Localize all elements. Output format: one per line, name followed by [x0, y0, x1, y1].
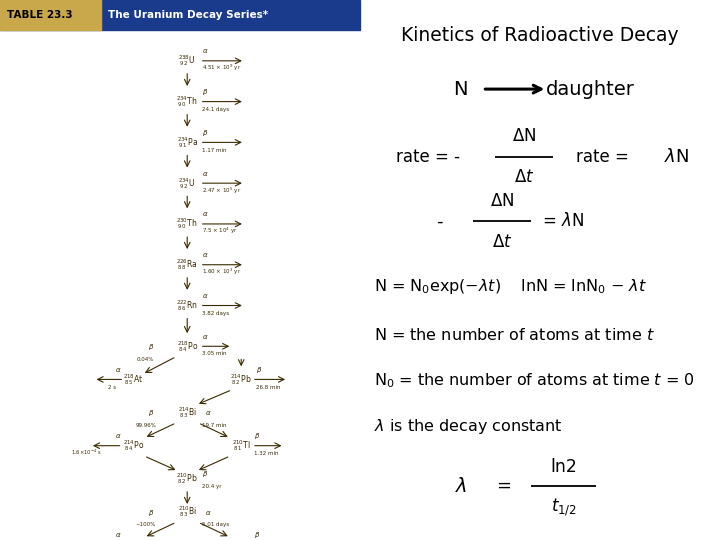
- Text: $\Delta$N: $\Delta$N: [512, 127, 536, 145]
- Text: 26.8 min: 26.8 min: [256, 384, 280, 389]
- Text: $^{218}_{\ 84}$Po: $^{218}_{\ 84}$Po: [176, 339, 198, 354]
- Text: 24.1 days: 24.1 days: [202, 107, 229, 112]
- Text: $\alpha$: $\alpha$: [202, 333, 208, 341]
- Text: $^{210}_{\ 81}$Tl: $^{210}_{\ 81}$Tl: [232, 438, 251, 453]
- Text: daughter: daughter: [546, 79, 635, 99]
- Text: $^{222}_{\ 86}$Rn: $^{222}_{\ 86}$Rn: [176, 298, 198, 313]
- Text: N = the number of atoms at time $t$: N = the number of atoms at time $t$: [374, 327, 655, 343]
- Text: $\alpha$: $\alpha$: [202, 210, 208, 218]
- Text: $\alpha$: $\alpha$: [202, 292, 208, 300]
- Text: $\alpha$: $\alpha$: [202, 47, 208, 55]
- Text: $\beta$: $\beta$: [256, 365, 262, 375]
- Text: $^{210}_{\ 82}$Pb: $^{210}_{\ 82}$Pb: [176, 471, 198, 487]
- Text: $\beta$: $\beta$: [253, 431, 260, 441]
- Text: 7.5 $\times$ 10$^4$ yr: 7.5 $\times$ 10$^4$ yr: [202, 226, 238, 237]
- Text: $^{238}_{\ 92}$U: $^{238}_{\ 92}$U: [179, 53, 196, 68]
- Text: rate = -: rate = -: [396, 147, 460, 166]
- Text: $\Delta t$: $\Delta t$: [492, 233, 513, 251]
- Text: $^{210}_{\ 84}$Po: $^{210}_{\ 84}$Po: [122, 538, 144, 540]
- Text: ln2: ln2: [550, 458, 577, 476]
- Text: 5.01 days: 5.01 days: [202, 522, 229, 527]
- Text: $\lambda$N: $\lambda$N: [665, 147, 689, 166]
- Text: $\beta$: $\beta$: [202, 87, 208, 97]
- Text: $^{210}_{\ 83}$Bi: $^{210}_{\ 83}$Bi: [178, 504, 197, 519]
- Text: -: -: [436, 212, 443, 231]
- Text: $\alpha$: $\alpha$: [115, 366, 122, 374]
- Text: 2.47 $\times$ 10$^5$ yr: 2.47 $\times$ 10$^5$ yr: [202, 185, 241, 195]
- Text: 99.96%: 99.96%: [135, 423, 156, 428]
- Text: $^{234}_{\ 92}$U: $^{234}_{\ 92}$U: [179, 176, 196, 191]
- Text: $\lambda$: $\lambda$: [454, 476, 467, 496]
- Text: $\beta$: $\beta$: [148, 342, 154, 352]
- Text: N$_0$ = the number of atoms at time $t$ = $0$: N$_0$ = the number of atoms at time $t$ …: [374, 372, 696, 390]
- Text: $\alpha$: $\alpha$: [115, 432, 122, 440]
- Text: $\beta$: $\beta$: [202, 128, 208, 138]
- Text: N = N$_0$exp($-\lambda t$)    lnN = lnN$_0$ $-$ $\lambda t$: N = N$_0$exp($-\lambda t$) lnN = lnN$_0$…: [374, 276, 647, 296]
- Text: $\lambda$ is the decay constant: $\lambda$ is the decay constant: [374, 417, 563, 436]
- Text: 3.82 days: 3.82 days: [202, 310, 229, 316]
- Text: $^{214}_{\ 84}$Po: $^{214}_{\ 84}$Po: [122, 438, 144, 453]
- Text: $\beta$: $\beta$: [148, 408, 154, 418]
- Text: rate =: rate =: [576, 147, 634, 166]
- Text: 1.17 min: 1.17 min: [202, 147, 226, 153]
- Bar: [0, 0, 101, 30]
- Text: 19.7 min: 19.7 min: [202, 423, 226, 428]
- Text: $\beta$: $\beta$: [253, 530, 260, 540]
- Text: $^{214}_{\ 82}$Pb: $^{214}_{\ 82}$Pb: [230, 372, 252, 387]
- Text: $^{206}_{\ 81}$Tl: $^{206}_{\ 81}$Tl: [232, 538, 251, 540]
- Text: 1.32 min: 1.32 min: [253, 451, 279, 456]
- Text: $\alpha$: $\alpha$: [205, 409, 212, 417]
- Text: $^{218}_{\ 85}$At: $^{218}_{\ 85}$At: [123, 372, 143, 387]
- Text: The Uranium Decay Series*: The Uranium Decay Series*: [108, 10, 268, 20]
- Text: $^{214}_{\ 83}$Bi: $^{214}_{\ 83}$Bi: [178, 405, 197, 420]
- Text: 1.60 $\times$ 10$^3$ yr: 1.60 $\times$ 10$^3$ yr: [202, 267, 241, 277]
- Text: $t_{1/2}$: $t_{1/2}$: [551, 497, 576, 518]
- Text: = $\lambda$N: = $\lambda$N: [541, 212, 584, 231]
- Text: =: =: [497, 477, 511, 495]
- Text: 1.6$\times$10$^{-4}$ s: 1.6$\times$10$^{-4}$ s: [71, 448, 102, 457]
- Text: $\beta$: $\beta$: [148, 508, 154, 517]
- Text: N: N: [454, 79, 468, 99]
- Text: $^{230}_{\ 90}$Th: $^{230}_{\ 90}$Th: [176, 217, 198, 232]
- Text: $\beta$: $\beta$: [202, 469, 208, 480]
- Text: 0.04%: 0.04%: [137, 356, 155, 362]
- Text: ~100%: ~100%: [135, 522, 156, 527]
- Text: Kinetics of Radioactive Decay: Kinetics of Radioactive Decay: [401, 25, 679, 45]
- Text: $^{226}_{\ 88}$Ra: $^{226}_{\ 88}$Ra: [176, 257, 198, 272]
- Text: $\alpha$: $\alpha$: [115, 531, 122, 539]
- Text: 20.4 yr: 20.4 yr: [202, 484, 221, 489]
- Text: $^{234}_{\ 91}$Pa: $^{234}_{\ 91}$Pa: [176, 135, 198, 150]
- Text: 2 s: 2 s: [108, 384, 116, 389]
- Text: $\alpha$: $\alpha$: [205, 509, 212, 517]
- Text: $^{234}_{\ 90}$Th: $^{234}_{\ 90}$Th: [176, 94, 198, 109]
- Text: TABLE 23.3: TABLE 23.3: [7, 10, 73, 20]
- Text: $\alpha$: $\alpha$: [202, 170, 208, 178]
- Text: $\Delta t$: $\Delta t$: [513, 168, 534, 186]
- Text: $\alpha$: $\alpha$: [202, 251, 208, 259]
- Text: 3.05 min: 3.05 min: [202, 352, 226, 356]
- Text: 4.51 $\times$ 10$^9$ yr: 4.51 $\times$ 10$^9$ yr: [202, 63, 241, 73]
- Text: $\Delta$N: $\Delta$N: [490, 192, 514, 210]
